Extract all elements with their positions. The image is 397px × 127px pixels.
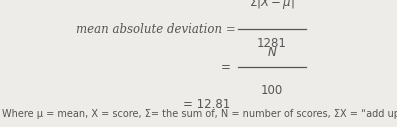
Text: mean absolute deviation =: mean absolute deviation = <box>77 23 236 36</box>
Text: $\mathit{N}$: $\mathit{N}$ <box>267 46 277 59</box>
Text: = 12.81: = 12.81 <box>183 98 230 111</box>
Text: 1281: 1281 <box>257 37 287 50</box>
Text: Where μ = mean, X = score, Σ= the sum of, N = number of scores, ΣX = “add up all: Where μ = mean, X = score, Σ= the sum of… <box>2 109 397 119</box>
Text: $\mathit{\Sigma}|X-\mu|$: $\mathit{\Sigma}|X-\mu|$ <box>249 0 295 11</box>
Text: =: = <box>220 61 230 74</box>
Text: 100: 100 <box>261 84 283 97</box>
